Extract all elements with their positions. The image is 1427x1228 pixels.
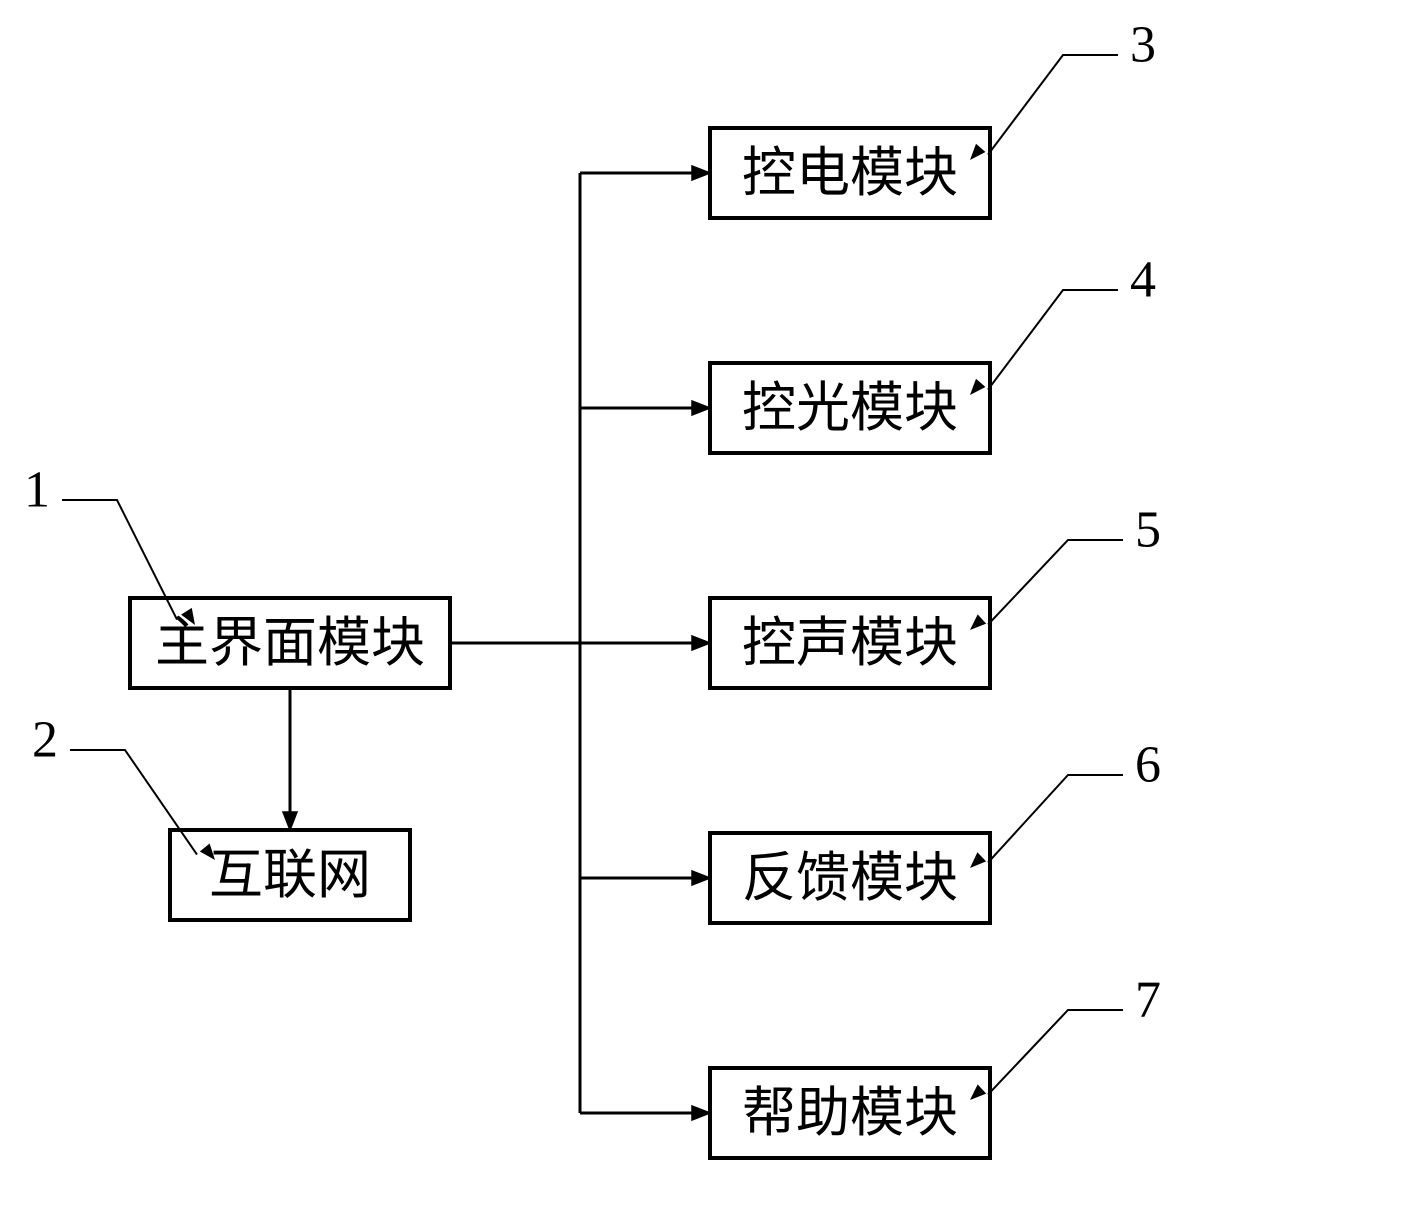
help-label: 帮助模块 (742, 1083, 958, 1143)
sound-box: 控声模块 (710, 598, 990, 688)
callout-1: 1 (24, 462, 50, 519)
sound-label: 控声模块 (742, 613, 958, 673)
callout-7: 7 (1135, 972, 1161, 1029)
callout-3: 3 (1130, 17, 1156, 74)
feedback-label: 反馈模块 (742, 848, 958, 908)
internet-box: 互联网 (170, 830, 410, 920)
light-box: 控光模块 (710, 363, 990, 453)
callout-5: 5 (1135, 502, 1161, 559)
internet-label: 互联网 (209, 845, 371, 905)
callout-4: 4 (1130, 252, 1156, 309)
help-box: 帮助模块 (710, 1068, 990, 1158)
elec-box: 控电模块 (710, 128, 990, 218)
feedback-box: 反馈模块 (710, 833, 990, 923)
callout-6: 6 (1135, 737, 1161, 794)
main-box: 主界面模块 (130, 598, 450, 688)
elec-label: 控电模块 (742, 143, 958, 203)
main-label: 主界面模块 (155, 613, 425, 673)
callout-2: 2 (32, 712, 58, 769)
light-label: 控光模块 (742, 378, 958, 438)
